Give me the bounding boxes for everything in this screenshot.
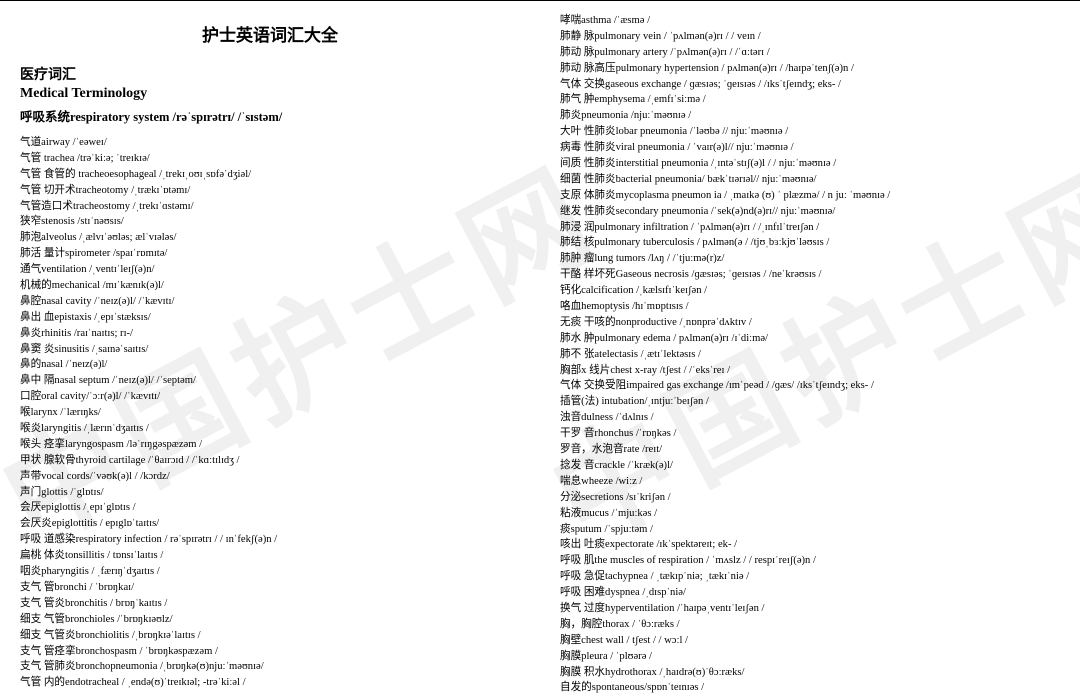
vocab-entry: 狭窄stenosis /stɪˈnəʊsɪs/ [20, 214, 520, 230]
vocab-entry: 肺水 肿pulmonary edema / pʌlmən(ə)rɪ /ɪˈdiː… [560, 331, 1060, 347]
vocab-entry: 机械的mechanical /mɪˈkænɪk(ə)l/ [20, 278, 520, 294]
vocab-entry: 支原 体肺炎mycoplasma pneumon ia / ˌmaɪkə (ʊ)… [560, 188, 1060, 204]
vocab-entry: 气管 内的endotracheal / ˌendə(ʊ)ˈtreɪkɪəl; -… [20, 675, 520, 691]
vocab-entry: 细菌 性肺炎bacterial pneumonia/ bækˈtɪərɪəl//… [560, 172, 1060, 188]
vocab-entry: 鼻炎rhinitis /raɪˈnaɪtɪs; rɪ-/ [20, 326, 520, 342]
section-title-en: Medical Terminology [20, 86, 520, 102]
vocab-entry: 哮喘asthma /ˈæsmə / [560, 13, 1060, 29]
section-title-cn: 医疗词汇 [20, 64, 520, 84]
vocab-entry: 分泌secretions /sɪˈkriʃən / [560, 490, 1060, 506]
vocab-entry: 呼吸 急促tachypnea / ˌtækɪpˈniə; ˌtækɪˈniə / [560, 569, 1060, 585]
vocab-entry: 肺浸 润pulmonary infiltration / ˈpʌlmən(ə)r… [560, 220, 1060, 236]
vocab-entry: 鼻的nasal /ˈneɪz(ə)l/ [20, 357, 520, 373]
vocab-entry: 咳出 吐痰expectorate /ɪkˈspektəreɪt; ek- / [560, 537, 1060, 553]
vocab-entry: 气管 切开术tracheotomy /ˌtrækɪˈɒtəmɪ/ [20, 183, 520, 199]
right-entry-list: 哮喘asthma /ˈæsmə /肺静 脉pulmonary vein / ˈp… [560, 13, 1060, 696]
vocab-entry: 插管(法) intubation/ˌɪntjuːˈbeɪʃən / [560, 394, 1060, 410]
vocab-entry: 鼻窦 炎sinusitis /ˌsaɪnəˈsaɪtɪs/ [20, 342, 520, 358]
vocab-entry: 肺动 脉高压pulmonary hypertension / pʌlmən(ə)… [560, 61, 1060, 77]
vocab-entry: 气管造口术tracheostomy /ˌtrekɪˈɑstəmɪ/ [20, 199, 520, 215]
vocab-entry: 肺泡alveolus /ˌælvɪˈəʊləs; ælˈvɪələs/ [20, 230, 520, 246]
vocab-entry: 肺炎pneumonia /njuːˈməʊnɪə / [560, 108, 1060, 124]
vocab-entry: 鼻出 血epistaxis /ˌepɪˈstæksɪs/ [20, 310, 520, 326]
vocab-entry: 细支 气管bronchioles /ˈbrɒŋkɪəʊlz/ [20, 612, 520, 628]
vocab-entry: 胸膜pleura / ˈplʊərə / [560, 649, 1060, 665]
vocab-entry: 细支 气管炎bronchiolitis /ˌbrɒŋkɪəˈlaɪtɪs / [20, 628, 520, 644]
left-entry-list: 气道airway /ˈeəweɪ/气管 trachea /trəˈkiːə; ˈ… [20, 135, 520, 691]
page-container: 护士英语词汇大全 医疗词汇 Medical Terminology 呼吸系统re… [0, 0, 1080, 688]
vocab-entry: 肺静 脉pulmonary vein / ˈpʌlmən(ə)rɪ / / ve… [560, 29, 1060, 45]
vocab-entry: 气管 trachea /trəˈkiːə; ˈtreɪkɪə/ [20, 151, 520, 167]
vocab-entry: 支气 管肺炎bronchopneumonia /ˌbrɒŋkə(ʊ)njuːˈm… [20, 659, 520, 675]
vocab-entry: 胸壁chest wall / tʃest / / wɔːl / [560, 633, 1060, 649]
vocab-entry: 通气ventilation /ˌventɪˈleɪʃ(ə)n/ [20, 262, 520, 278]
vocab-entry: 肺肿 瘤lung tumors /lʌŋ / /ˈtjuːmə(r)z/ [560, 251, 1060, 267]
vocab-entry: 胸，胸腔thorax / ˈθɔːræks / [560, 617, 1060, 633]
vocab-entry: 肺不 张atelectasis /ˌætɪˈlektəsɪs / [560, 347, 1060, 363]
vocab-entry: 间质 性肺炎interstitial pneumonia /ˌɪntəˈstɪʃ… [560, 156, 1060, 172]
vocab-entry: 病毒 性肺炎viral pneumonia / ˈvaɪr(ə)l// njuː… [560, 140, 1060, 156]
vocab-entry: 继发 性肺炎secondary pneumonia /ˈsek(ə)nd(ə)r… [560, 204, 1060, 220]
vocab-entry: 支气 管bronchi / ˈbrɒŋkaɪ/ [20, 580, 520, 596]
vocab-entry: 气体 交换gaseous exchange / ɡæsɪəs; ˈɡeɪsɪəs… [560, 77, 1060, 93]
vocab-entry: 肺气 肿emphysema /ˌemfɪˈsiːmə / [560, 92, 1060, 108]
vocab-entry: 鼻中 隔nasal septum /ˈneɪz(ə)l/ /ˈseptəm/ [20, 373, 520, 389]
vocab-entry: 气道airway /ˈeəweɪ/ [20, 135, 520, 151]
vocab-entry: 会厌炎epiglottitis / epɪglɒˈtaɪtɪs/ [20, 516, 520, 532]
subsection-title: 呼吸系统respiratory system /rəˈspɪrətrɪ/ /ˈs… [20, 106, 520, 125]
vocab-entry: 胸部x 线片chest x-ray /tʃest / /ˈeksˈreɪ / [560, 363, 1060, 379]
vocab-entry: 支气 管炎bronchitis / brɒŋˈkaɪtɪs / [20, 596, 520, 612]
vocab-entry: 气体 交换受阻impaired gas exchange /ɪmˈpeəd / … [560, 378, 1060, 394]
main-title: 护士英语词汇大全 [20, 21, 520, 46]
vocab-entry: 肺动 脉pulmonary artery /ˈpʌlmən(ə)rɪ / /ˈɑ… [560, 45, 1060, 61]
vocab-entry: 罗音，水泡音rate /reɪt/ [560, 442, 1060, 458]
vocab-entry: 肺活 量计spirometer /spaɪˈrɒmɪtə/ [20, 246, 520, 262]
vocab-entry: 喘息wheeze /wiːz / [560, 474, 1060, 490]
vocab-entry: 肺结 核pulmonary tuberculosis / pʌlmən(ə / … [560, 235, 1060, 251]
vocab-entry: 呼吸 肌the muscles of respiration / ˈmʌslz … [560, 553, 1060, 569]
vocab-entry: 支气 管痉挛bronchospasm / ˈbrɒŋkəspæzəm / [20, 644, 520, 660]
column-right: 哮喘asthma /ˈæsmə /肺静 脉pulmonary vein / ˈp… [540, 0, 1080, 688]
vocab-entry: 捻发 音crackle /ˈkræk(ə)l/ [560, 458, 1060, 474]
subsection-en: respiratory system /rəˈspɪrətrɪ/ /ˈsɪstə… [70, 110, 282, 124]
vocab-entry: 甲状 腺软骨thyroid cartilage /ˈθaɪrɔɪd / /ˈkɑ… [20, 453, 520, 469]
vocab-entry: 声门glottis /ˈglɒtɪs/ [20, 485, 520, 501]
vocab-entry: 会厌epiglottis /ˌepɪˈglɒtɪs / [20, 500, 520, 516]
vocab-entry: 干酪 样坏死Gaseous necrosis /ɡæsɪəs; ˈɡeɪsɪəs… [560, 267, 1060, 283]
vocab-entry: 鼻腔nasal cavity /ˈneɪz(ə)l/ /ˈkævɪtɪ/ [20, 294, 520, 310]
vocab-entry: 扁桃 体炎tonsillitis / tɒnsɪˈlaɪtɪs / [20, 548, 520, 564]
vocab-entry: 喉larynx /ˈlærɪŋks/ [20, 405, 520, 421]
vocab-entry: 自发的spontaneous/spɒnˈteɪnɪəs / [560, 680, 1060, 696]
vocab-entry: 无痰 干咳的nonproductive /ˌnɒnprəˈdʌktɪv / [560, 315, 1060, 331]
vocab-entry: 喉头 痉挛laryngospasm /ləˈrɪŋgəspæzəm / [20, 437, 520, 453]
vocab-entry: 口腔oral cavity/ˈɔːr(ə)l/ /ˈkævɪtɪ/ [20, 389, 520, 405]
vocab-entry: 胸膜 积水hydrothorax /ˌhaɪdrə(ʊ)ˈθɔːræks/ [560, 665, 1060, 681]
column-left: 护士英语词汇大全 医疗词汇 Medical Terminology 呼吸系统re… [0, 0, 540, 688]
vocab-entry: 呼吸 困难dyspnea /ˌdɪspˈniə/ [560, 585, 1060, 601]
vocab-entry: 喉炎laryngitis /ˌlærɪnˈdʒaɪtɪs / [20, 421, 520, 437]
vocab-entry: 咽炎pharyngitis / ˌfærɪŋˈdʒaɪtɪs / [20, 564, 520, 580]
vocab-entry: 粘液mucus /ˈmjuːkəs / [560, 506, 1060, 522]
vocab-entry: 痰sputum /ˈspjuːtəm / [560, 522, 1060, 538]
vocab-entry: 钙化calcification /ˌkælsɪfɪˈkeɪʃən / [560, 283, 1060, 299]
vocab-entry: 呼吸 道感染respiratory infection / rəˈspɪrətr… [20, 532, 520, 548]
vocab-entry: 大叶 性肺炎lobar pneumonia /ˈləʊbə // njuːˈmə… [560, 124, 1060, 140]
subsection-cn: 呼吸系统 [20, 110, 70, 124]
vocab-entry: 气管 食管的 tracheoesophageal /ˌtrekɪˌoʊɪˌsɒf… [20, 167, 520, 183]
vocab-entry: 干罗 音rhonchus /ˈrɒŋkəs / [560, 426, 1060, 442]
vocab-entry: 声带vocal cords/ˈvəʊk(ə)l / /kɔrdz/ [20, 469, 520, 485]
vocab-entry: 浊音dulness /ˈdʌlnɪs / [560, 410, 1060, 426]
vocab-entry: 咯血hemoptysis /hɪˈmɒptɪsɪs / [560, 299, 1060, 315]
vocab-entry: 换气 过度hyperventilation /ˈhaɪpəˌventɪˈleɪʃ… [560, 601, 1060, 617]
